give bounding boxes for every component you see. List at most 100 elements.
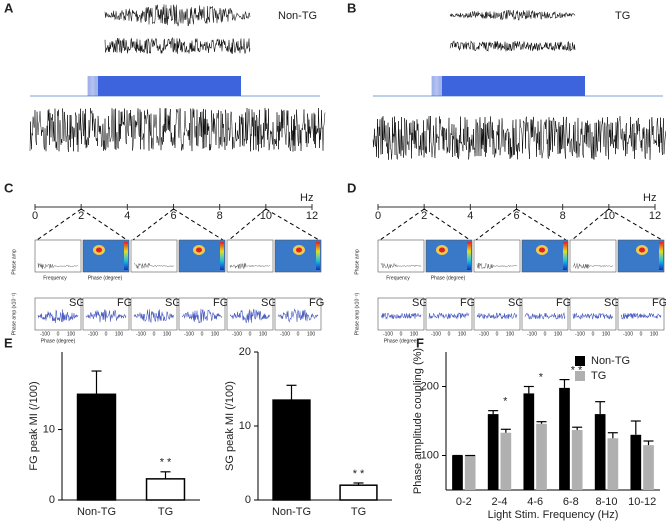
unit: Hz xyxy=(300,192,313,204)
trace xyxy=(104,37,251,54)
heat-core xyxy=(296,247,302,253)
inset-tick: 0 xyxy=(105,331,108,337)
bar xyxy=(272,399,311,501)
zoom-line xyxy=(228,208,267,241)
inset-tick: 0 xyxy=(57,331,60,337)
trace xyxy=(476,262,518,270)
tick-label: 4 xyxy=(467,210,473,222)
colorbar xyxy=(659,242,663,270)
zoom-line xyxy=(36,208,82,241)
bar xyxy=(464,455,476,490)
x-axis-title: Light Stim. Frequency (Hz) xyxy=(488,509,619,521)
trace xyxy=(476,312,518,320)
y-label: Phase amp (x10⁻²) xyxy=(354,292,360,335)
heat-core xyxy=(539,247,545,253)
panel-label: C xyxy=(4,180,14,195)
inset xyxy=(274,297,322,331)
zoom-line xyxy=(80,208,128,241)
significance: * * xyxy=(353,468,365,480)
inset-tick: 0 xyxy=(249,331,252,337)
inset xyxy=(178,239,226,273)
inset-tick: 100 xyxy=(410,331,419,337)
zoom-line xyxy=(132,208,174,241)
heat-core xyxy=(439,247,445,253)
trace xyxy=(428,311,470,320)
bar xyxy=(523,393,535,490)
trace xyxy=(449,40,576,52)
inset xyxy=(425,239,473,273)
tick-label: 12 xyxy=(306,210,318,222)
trace xyxy=(85,309,127,323)
inset-tick: 100 xyxy=(67,331,76,337)
bar xyxy=(487,414,499,490)
inset-label: FG xyxy=(309,297,324,309)
zoom-line xyxy=(516,208,567,241)
inset-tick: 0 xyxy=(448,331,451,337)
inset-label: SG xyxy=(69,297,85,309)
x-tick-label: TG xyxy=(158,506,173,518)
inset-tick: 100 xyxy=(307,331,316,337)
significance: * xyxy=(539,371,544,383)
inset xyxy=(274,239,322,273)
inset-tick: -100 xyxy=(232,331,242,337)
inset xyxy=(377,239,425,273)
y-label: Phase amp xyxy=(11,249,17,275)
bar xyxy=(607,438,619,490)
panel-label: D xyxy=(347,180,356,195)
inset xyxy=(130,239,178,273)
inset xyxy=(617,239,665,273)
inset-tick: 0 xyxy=(496,331,499,337)
x-tick-label: 6-8 xyxy=(563,496,579,508)
inset xyxy=(473,239,521,273)
inset-tick: 0 xyxy=(640,331,643,337)
y-tick-label: 20 xyxy=(239,346,251,358)
tick-label: 0 xyxy=(375,210,381,222)
trace xyxy=(37,263,79,270)
bar xyxy=(500,432,512,490)
trace xyxy=(181,308,223,324)
tick-label: 0 xyxy=(32,210,38,222)
inset-tick: -100 xyxy=(136,331,146,337)
inset-tick: -100 xyxy=(88,331,98,337)
inset-label: SG xyxy=(261,297,277,309)
heat-core xyxy=(96,247,102,253)
group-label: TG xyxy=(615,10,630,22)
inset xyxy=(617,297,665,331)
inset-label: SG xyxy=(604,297,620,309)
inset-tick: 100 xyxy=(506,331,515,337)
trace xyxy=(372,115,666,160)
inset xyxy=(569,297,617,331)
inset-label: SG xyxy=(412,297,428,309)
zoom-line xyxy=(475,208,517,241)
zoom-line xyxy=(379,208,425,241)
inset-label: FG xyxy=(556,297,571,309)
zoom-line xyxy=(571,208,610,241)
x-tick-label: 10-12 xyxy=(628,496,656,508)
panel-label: A xyxy=(4,0,14,15)
inset-label: SG xyxy=(165,297,181,309)
inset-tick: 100 xyxy=(259,331,268,337)
trace xyxy=(29,107,326,152)
zoom-line xyxy=(265,208,320,241)
inset xyxy=(34,239,82,273)
inset xyxy=(34,297,82,331)
panel-label: B xyxy=(347,0,356,15)
tick-label: 10 xyxy=(603,210,615,222)
inset-label: FG xyxy=(652,297,666,309)
inset-tick: 100 xyxy=(115,331,124,337)
inset-label: SG xyxy=(508,297,524,309)
x-tick-label: TG xyxy=(351,506,366,518)
panel-label: F xyxy=(416,335,424,350)
inset xyxy=(82,239,130,273)
inset-tick: -100 xyxy=(431,331,441,337)
inset-tick: 0 xyxy=(592,331,595,337)
stimulus xyxy=(98,76,241,96)
trace xyxy=(229,308,271,323)
bar xyxy=(536,423,547,490)
trace xyxy=(449,9,576,21)
trace xyxy=(133,309,175,323)
legend-label: TG xyxy=(591,370,606,382)
tick-label: 2 xyxy=(421,210,427,222)
significance: * * xyxy=(160,457,172,469)
